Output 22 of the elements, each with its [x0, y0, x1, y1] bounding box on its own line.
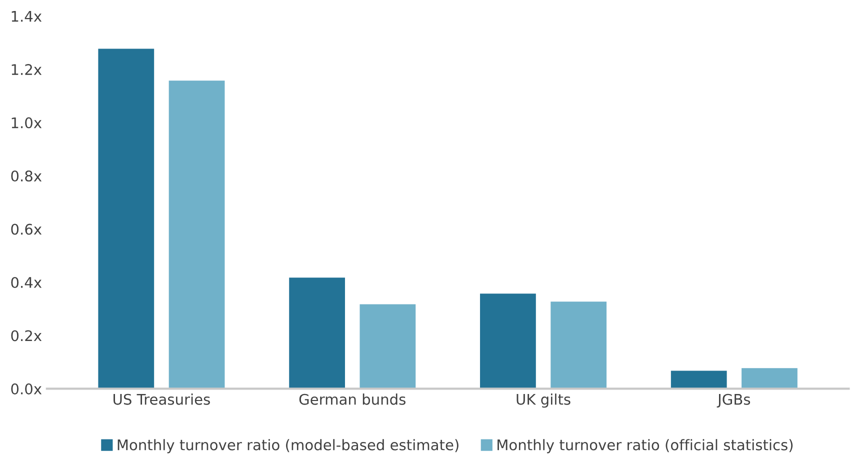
y-tick-label: 0.4x: [11, 276, 42, 288]
x-tick-label: US Treasuries: [114, 394, 210, 405]
bar: [358, 302, 418, 389]
bar: [670, 369, 728, 389]
bar: [478, 292, 538, 389]
x-tick-label: German bunds: [299, 394, 406, 405]
legend-label: Monthly turnover ratio (model-based estimate): [118, 439, 458, 454]
y-tick-label: 1.0x: [12, 117, 42, 128]
bar: [96, 47, 156, 389]
bar: [740, 366, 799, 389]
y-tick-label: 0.2x: [11, 330, 42, 342]
bar: [288, 276, 346, 389]
y-tick-label: 0.6x: [11, 224, 42, 235]
y-tick-label: 0.8x: [11, 170, 42, 182]
x-tick-label: JGBs: [716, 394, 750, 408]
y-tick-label: 1.4x: [12, 11, 42, 22]
bar: [549, 300, 608, 389]
x-tick-label: UK gilts: [516, 394, 570, 408]
bar: [167, 79, 226, 389]
y-tick-label: 0.0x: [11, 383, 42, 394]
y-tick-label: 1.2x: [12, 64, 42, 75]
legend-label: Monthly turnover ratio (official statistics): [498, 439, 793, 454]
